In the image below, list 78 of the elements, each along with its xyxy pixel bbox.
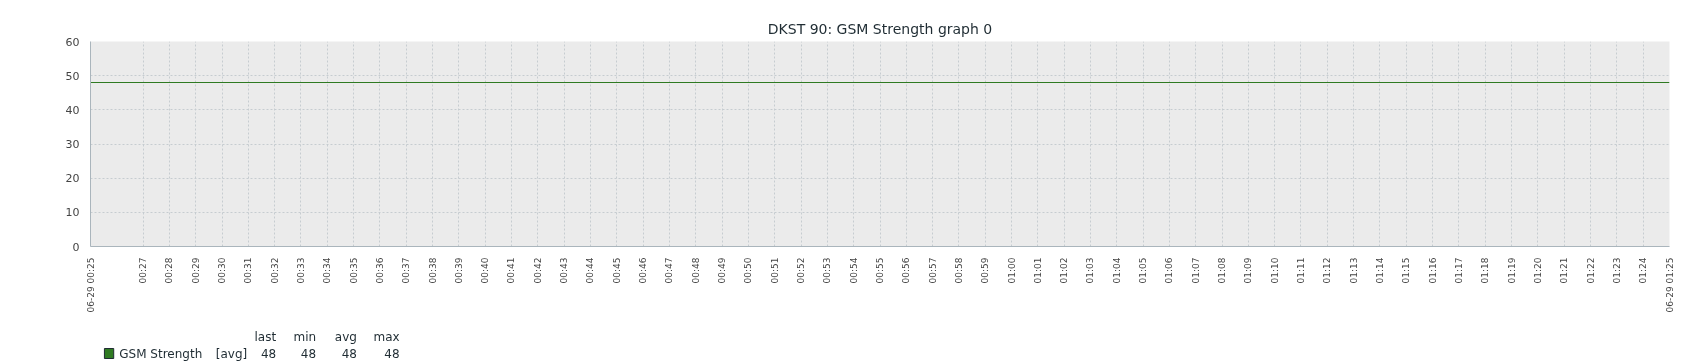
x-tick-label: 00:48 xyxy=(690,257,701,284)
x-tick-label: 01:10 xyxy=(1269,257,1280,284)
x-tick-label: 01:03 xyxy=(1085,257,1096,284)
text: min xyxy=(293,329,317,344)
x-tick-label: 01:19 xyxy=(1506,257,1517,284)
y-tick-label: 0 xyxy=(72,240,80,254)
x-tick-label: 01:07 xyxy=(1190,257,1201,284)
x-tick-label: 00:39 xyxy=(453,257,464,284)
x-tick-label: 01:12 xyxy=(1322,257,1333,284)
text: avg xyxy=(334,329,357,344)
x-tick-label: 00:35 xyxy=(348,257,359,284)
x-tick-label: 01:18 xyxy=(1480,257,1491,284)
x-tick-label: 00:46 xyxy=(638,257,649,284)
x-tick-label: 00:31 xyxy=(243,257,254,284)
x-tick-label: 00:54 xyxy=(848,257,859,284)
chart-title: DKST 90: GSM Strength graph 0 xyxy=(767,20,993,37)
x-tick-label: 00:33 xyxy=(295,257,306,284)
x-tick-label: 00:56 xyxy=(901,257,912,284)
x-tick-label: 00:45 xyxy=(611,257,622,284)
text: 48 xyxy=(341,347,357,361)
x-tick-label: 01:00 xyxy=(1006,257,1017,284)
text: 48 xyxy=(300,347,317,361)
y-tick-label: 10 xyxy=(65,206,80,220)
x-tick-label: 00:53 xyxy=(822,257,833,284)
x-tick-label: 01:16 xyxy=(1427,257,1438,284)
text: last xyxy=(254,329,277,344)
x-tick-label: 00:38 xyxy=(427,257,438,284)
text: 48 xyxy=(260,347,277,361)
x-tick-label: 00:42 xyxy=(532,257,543,284)
x-tick-label: 01:02 xyxy=(1059,257,1070,284)
x-tick-label: 00:41 xyxy=(506,257,517,284)
x-tick-label: 01:22 xyxy=(1585,257,1596,284)
x-tick-label: 01:05 xyxy=(1138,257,1149,284)
x-tick-label: 01:24 xyxy=(1638,257,1649,284)
y-tick-label: 60 xyxy=(65,35,80,49)
x-tick-label: 00:58 xyxy=(953,257,964,284)
x-tick-label: 00:59 xyxy=(980,257,991,284)
text: [avg] xyxy=(215,346,248,361)
x-tick-label: 00:51 xyxy=(769,257,780,284)
y-tick-label: 20 xyxy=(65,172,80,186)
x-tick-label: 00:57 xyxy=(927,257,938,284)
text: 48 xyxy=(384,347,400,361)
x-tick-label: 00:37 xyxy=(401,257,412,284)
x-tick-label: 00:44 xyxy=(585,257,596,284)
y-tick-label: 50 xyxy=(65,69,80,83)
x-tick-label: 01:06 xyxy=(1164,257,1175,284)
x-tick-label: 01:17 xyxy=(1453,257,1464,284)
x-tick-label: 06-29 01:25 xyxy=(1664,257,1675,313)
text: max xyxy=(373,329,400,344)
legend-label: GSM Strength xyxy=(119,346,203,361)
x-tick-label: 01:21 xyxy=(1559,257,1570,284)
x-tick-label: 06-29 00:25 xyxy=(85,257,96,313)
x-tick-label: 00:52 xyxy=(796,257,807,284)
x-tick-label: 01:11 xyxy=(1295,257,1306,284)
x-tick-label: 01:08 xyxy=(1217,257,1228,284)
x-tick-label: 00:28 xyxy=(164,257,175,284)
x-tick-label: 01:20 xyxy=(1532,257,1543,284)
x-tick-label: 00:50 xyxy=(743,257,754,284)
x-tick-label: 00:55 xyxy=(875,257,885,284)
x-tick-label: 00:49 xyxy=(717,257,728,284)
x-tick-label: 01:13 xyxy=(1348,257,1359,284)
x-tick-label: 01:04 xyxy=(1111,257,1122,284)
x-tick-label: 01:09 xyxy=(1243,257,1254,284)
x-tick-label: 00:34 xyxy=(322,257,333,284)
x-tick-label: 00:32 xyxy=(269,257,280,284)
y-tick-label: 40 xyxy=(65,103,80,117)
x-tick-label: 00:43 xyxy=(559,257,570,284)
x-tick-label: 01:15 xyxy=(1401,257,1412,284)
x-tick-label: 01:14 xyxy=(1374,257,1385,284)
x-tick-label: 00:29 xyxy=(190,257,201,284)
x-tick-label: 00:30 xyxy=(217,257,228,284)
x-tick-label: 01:23 xyxy=(1611,257,1622,284)
x-tick-label: 00:27 xyxy=(138,257,149,284)
x-tick-label: 00:36 xyxy=(374,257,385,284)
x-tick-label: 01:01 xyxy=(1032,257,1043,284)
y-tick-label: 30 xyxy=(65,138,80,151)
x-tick-label: 00:47 xyxy=(664,257,675,284)
x-tick-label: 00:40 xyxy=(480,257,491,284)
